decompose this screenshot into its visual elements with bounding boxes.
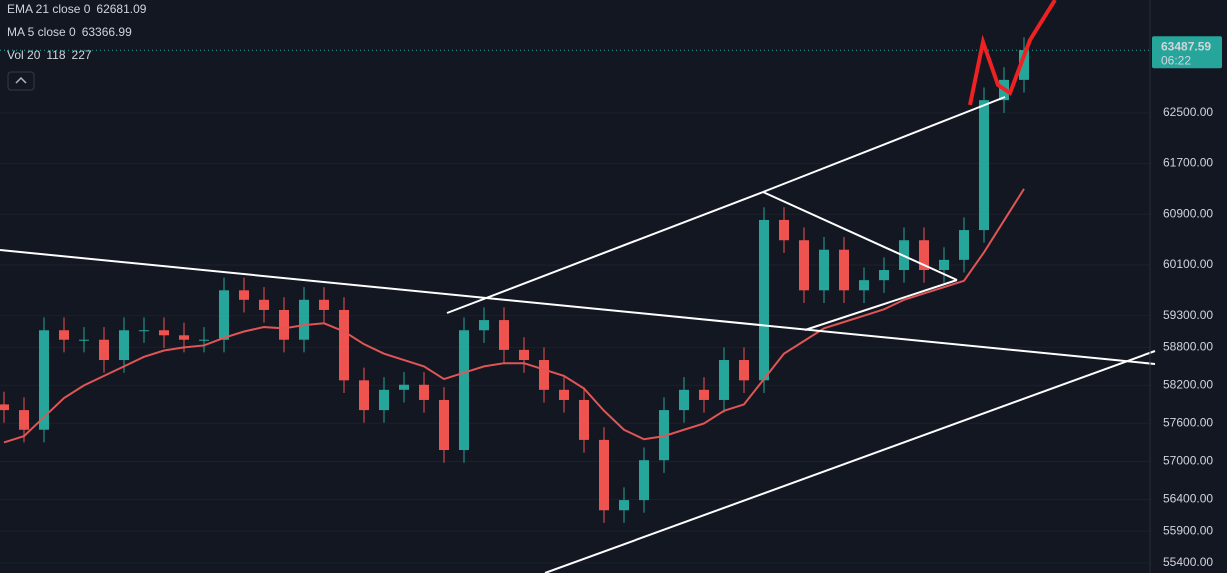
candle-body <box>339 309 349 381</box>
candle-body <box>839 249 849 291</box>
candle-body <box>499 320 509 350</box>
candle-body <box>799 240 809 291</box>
candle-body <box>119 330 129 361</box>
legend: EMA 21 close 0 62681.09 MA 5 close 0 63366.… <box>7 2 147 62</box>
ema-line <box>3 188 1025 444</box>
y-tick-label: 55900.00 <box>1163 523 1213 537</box>
legend-label: MA 5 close 0 <box>7 25 76 39</box>
drawings <box>0 0 1156 573</box>
candle-body <box>239 290 249 300</box>
y-tick-label: 58800.00 <box>1163 340 1213 354</box>
candle-body <box>259 299 269 310</box>
y-tick-label: 57000.00 <box>1163 454 1213 468</box>
trend-line <box>0 249 1156 365</box>
candle-body <box>39 330 49 430</box>
collapse-button[interactable] <box>7 71 35 91</box>
candle-body <box>1019 50 1029 80</box>
plot <box>0 37 1150 523</box>
candle-body <box>199 339 209 341</box>
candle-body <box>739 360 749 381</box>
trend-line <box>544 350 1156 573</box>
price-label: 63487.59 <box>1161 39 1211 53</box>
y-tick-label: 58200.00 <box>1163 378 1213 392</box>
candle-body <box>559 389 569 400</box>
trend-line <box>446 191 764 314</box>
candle-body <box>519 349 529 361</box>
candle-body <box>679 389 689 411</box>
legend-value: 118 <box>46 48 65 62</box>
collapse-icon <box>15 76 27 84</box>
y-tick-label: 62500.00 <box>1163 105 1213 119</box>
candle-body <box>179 335 189 340</box>
price-time: 06:22 <box>1161 53 1191 67</box>
candle-body <box>539 360 549 390</box>
candle-body <box>779 219 789 241</box>
candle-body <box>359 380 369 411</box>
trend-line <box>804 279 958 331</box>
y-tick-label: 55400.00 <box>1163 555 1213 569</box>
candle-body <box>599 439 609 511</box>
candle-body <box>639 460 649 501</box>
y-tick-label: 61700.00 <box>1163 156 1213 170</box>
candle-body <box>19 410 29 430</box>
candle-body <box>379 389 389 411</box>
trend-line <box>762 191 958 281</box>
candle-body <box>99 339 109 361</box>
candle-body <box>939 259 949 271</box>
arrow-drawing <box>968 0 1057 106</box>
candle-body <box>979 100 989 231</box>
legend-value: 227 <box>72 48 92 62</box>
legend-value: 63366.99 <box>82 25 132 39</box>
candle-body <box>139 330 149 332</box>
legend-value: 62681.09 <box>96 2 146 16</box>
y-tick-label: 60900.00 <box>1163 206 1213 220</box>
legend-label: Vol 20 <box>7 48 41 62</box>
candle-body <box>159 330 169 336</box>
candle-body <box>319 299 329 310</box>
candle-body <box>299 299 309 340</box>
y-tick-label: 60100.00 <box>1163 257 1213 271</box>
candle-body <box>959 230 969 260</box>
candle-body <box>419 384 429 400</box>
candle-body <box>439 399 449 451</box>
trend-line <box>762 96 1006 193</box>
legend-label: EMA 21 close 0 <box>7 2 91 16</box>
candle-body <box>59 330 69 340</box>
candle-body <box>759 219 769 381</box>
candle-body <box>579 399 589 440</box>
candle-body <box>919 240 929 271</box>
candle-body <box>459 330 469 451</box>
candle-body <box>699 389 709 400</box>
y-tick-label: 56400.00 <box>1163 492 1213 506</box>
candle-body <box>219 290 229 340</box>
candle-body <box>719 360 729 400</box>
y-tick-label: 59300.00 <box>1163 308 1213 322</box>
candle-body <box>619 500 629 511</box>
candle-body <box>399 384 409 390</box>
y-tick-label: 57600.00 <box>1163 416 1213 430</box>
price-axis: 62500.00 61700.00 60900.00 60100.00 59300.00… <box>1152 36 1222 569</box>
price-label-box <box>1152 36 1222 69</box>
candle-body <box>0 404 9 411</box>
candle-body <box>819 249 829 291</box>
candle-body <box>79 339 89 341</box>
candle-body <box>479 320 489 331</box>
candle-body <box>859 280 869 291</box>
candle-body <box>879 270 889 281</box>
candle-body <box>279 309 289 340</box>
